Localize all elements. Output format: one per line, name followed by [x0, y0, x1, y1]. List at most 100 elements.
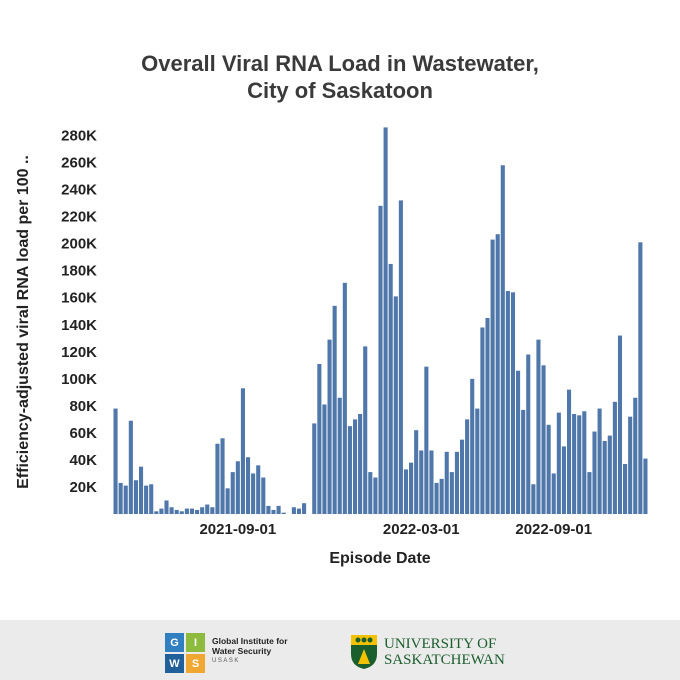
bar [516, 370, 521, 514]
bar [495, 234, 500, 514]
bar [403, 469, 409, 514]
giws-letter-g: G [165, 633, 184, 652]
y-tick-label: 240K [61, 182, 97, 199]
bar [536, 339, 541, 514]
y-tick-label: 120K [61, 344, 97, 361]
bar [327, 339, 332, 514]
y-tick-label: 60K [69, 425, 97, 442]
bar [500, 165, 505, 514]
y-tick-label: 20K [69, 479, 97, 496]
giws-sub: USASK [212, 658, 240, 664]
usask-name-line-1: UNIVERSITY OF [384, 636, 497, 652]
bar [434, 482, 439, 514]
bar [138, 466, 144, 514]
bar [189, 508, 195, 514]
bar [485, 318, 490, 514]
bar [332, 305, 337, 514]
bar [128, 420, 133, 514]
bar [551, 473, 556, 514]
bar [587, 472, 592, 514]
bar [480, 327, 485, 514]
bar [174, 509, 179, 514]
bar [195, 509, 200, 514]
bar [118, 482, 123, 514]
bar [169, 507, 174, 514]
giws-letter-s: S [186, 654, 205, 673]
bar [225, 488, 230, 514]
bar [398, 200, 403, 514]
bar [566, 389, 572, 514]
bar [256, 465, 261, 514]
bar [459, 439, 465, 514]
bar [424, 366, 429, 514]
bar [439, 478, 444, 514]
bar [291, 507, 296, 514]
bar [378, 205, 383, 514]
bar [429, 450, 434, 514]
bar [556, 412, 561, 514]
bar [215, 443, 220, 514]
bar [388, 263, 393, 514]
bar [465, 419, 470, 514]
bar [490, 239, 495, 514]
y-tick-label: 180K [61, 263, 97, 280]
y-tick-label: 200K [61, 236, 97, 253]
bar [546, 424, 551, 514]
giws-name-line-2: Water Security [212, 646, 272, 656]
bar [123, 485, 128, 514]
bar [149, 484, 154, 514]
bar [271, 509, 276, 514]
usask-shield-icon [351, 635, 377, 669]
bar [200, 507, 205, 514]
bar [205, 504, 210, 514]
bar [582, 411, 587, 514]
y-axis-label: Efficiency-adjusted viral RNA load per 1… [15, 155, 32, 489]
bar [302, 503, 307, 514]
y-tick-label: 160K [61, 290, 97, 307]
bar [337, 397, 342, 514]
bar [510, 292, 516, 514]
bar [612, 401, 617, 514]
bar [602, 441, 607, 514]
usask-name: UNIVERSITY OF SASKATCHEWAN [384, 636, 505, 668]
giws-letter-w: W [165, 654, 184, 673]
bar [383, 127, 388, 514]
bar [505, 290, 510, 514]
bar [210, 507, 215, 514]
bar [230, 472, 235, 514]
y-tick-label: 260K [61, 155, 97, 172]
bar [144, 485, 149, 514]
y-tick-label: 220K [61, 209, 97, 226]
giws-letter-i: I [186, 633, 205, 652]
bar [240, 388, 245, 514]
giws-name: Global Institute for Water Security USAS… [212, 636, 288, 666]
bar [470, 378, 475, 514]
usask-name-line-2: SASKATCHEWAN [384, 652, 505, 668]
x-tick-label: 2022-03-01 [383, 521, 460, 538]
giws-logo: G I W S Global Institute for Water Secur… [165, 633, 315, 673]
bar [449, 472, 454, 514]
bar [358, 413, 363, 514]
chart-title-line-2: City of Saskatoon [247, 78, 433, 103]
bar [261, 477, 266, 514]
bar [154, 511, 159, 514]
bar [521, 409, 526, 514]
y-tick-label: 100K [61, 371, 97, 388]
bar [572, 413, 577, 514]
y-tick-label: 140K [61, 317, 97, 334]
bar [281, 512, 286, 514]
bar [454, 451, 459, 514]
y-tick-label: 280K [61, 128, 97, 145]
bar [638, 242, 643, 515]
bar [577, 415, 582, 514]
bar [623, 463, 628, 514]
bar [179, 511, 184, 514]
bar [296, 508, 302, 514]
bar [245, 457, 251, 514]
bar [393, 296, 398, 514]
bar [643, 458, 648, 514]
bar [607, 435, 612, 514]
bar [322, 404, 327, 514]
x-tick-label: 2021-09-01 [199, 521, 276, 538]
bar [251, 473, 256, 514]
